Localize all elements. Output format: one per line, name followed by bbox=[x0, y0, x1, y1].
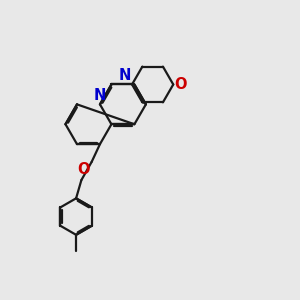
Text: O: O bbox=[175, 77, 187, 92]
Text: N: N bbox=[94, 88, 106, 103]
Text: N: N bbox=[118, 68, 130, 83]
Text: O: O bbox=[78, 162, 90, 177]
